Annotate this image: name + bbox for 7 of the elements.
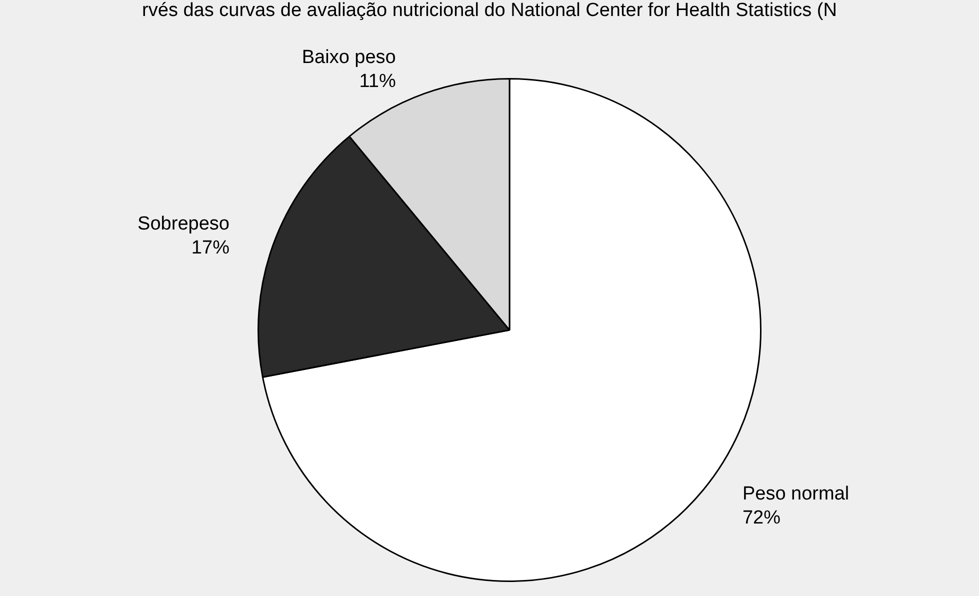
- slice-label: Sobrepeso: [138, 214, 230, 235]
- data-label: 11%: [359, 71, 396, 92]
- slice-label: Peso normal: [742, 483, 850, 504]
- data-label: 17%: [191, 238, 230, 259]
- slice-label: Baixo peso: [302, 47, 396, 68]
- text: rvés das curvas de avaliação nutricional do National Center for Health Statistics (N: [141, 0, 838, 23]
- data-label: 72%: [742, 507, 781, 528]
